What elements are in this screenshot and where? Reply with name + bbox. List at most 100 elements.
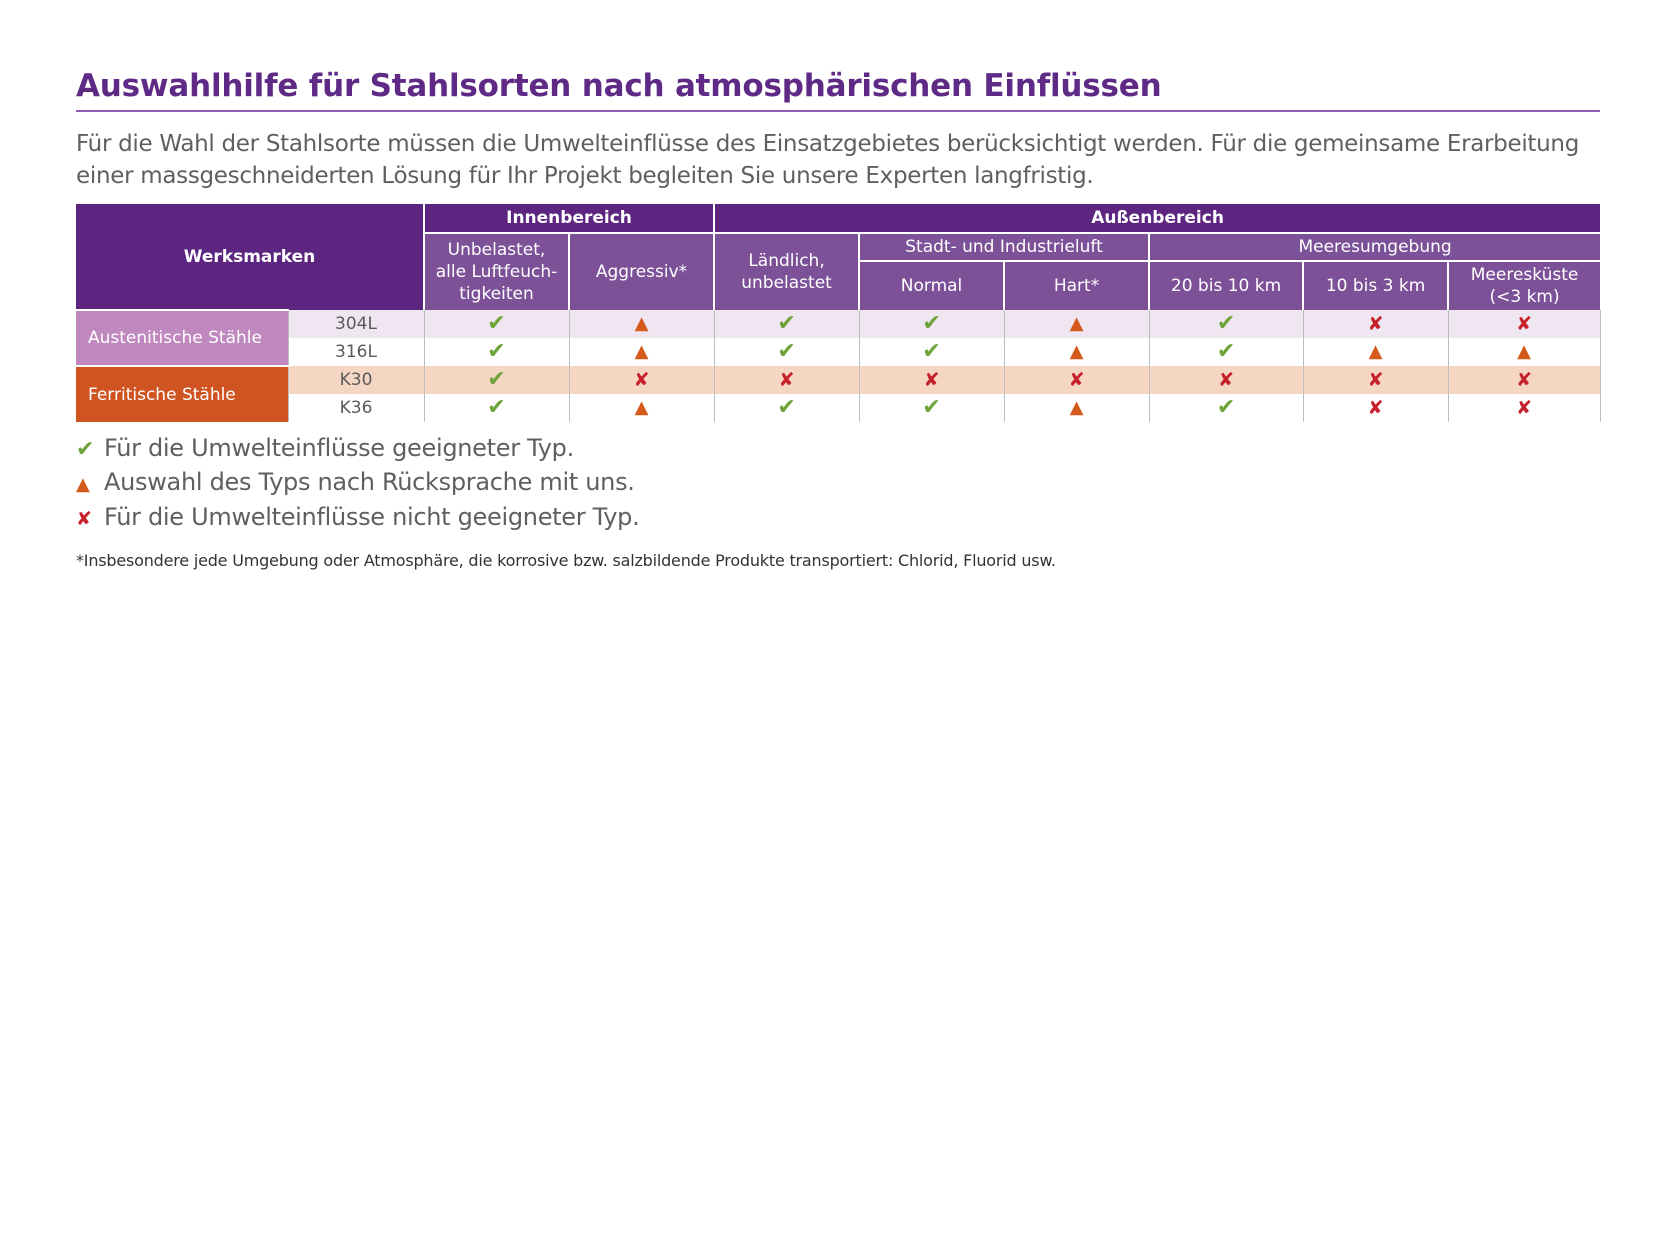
check-icon: ✔	[922, 338, 941, 364]
rating-cell: ✔	[858, 394, 1005, 422]
check-icon: ✔	[922, 394, 941, 420]
rating-cell: ✔	[423, 310, 570, 338]
rating-cell: ✘	[1447, 310, 1601, 338]
header-10-bis-3-km: 10 bis 3 km	[1302, 260, 1449, 310]
warning-triangle-icon: ▲	[634, 397, 649, 418]
check-icon: ✔	[76, 437, 95, 462]
cross-icon: ✘	[1516, 396, 1533, 419]
header-unbelastet-line2: alle Luftfeuch-	[435, 262, 558, 282]
warning-triangle-icon: ▲	[634, 313, 649, 334]
rating-cell: ✘	[1302, 366, 1449, 394]
cross-icon: ✘	[76, 508, 92, 530]
header-laendlich-line2: unbelastet	[741, 273, 832, 293]
header-aggressiv: Aggressiv*	[568, 232, 715, 310]
check-icon: ✔	[777, 310, 796, 336]
cross-icon: ✘	[923, 368, 940, 391]
header-hart: Hart*	[1003, 260, 1150, 310]
warning-triangle-icon: ▲	[1069, 397, 1084, 418]
rating-cell: ▲	[1003, 310, 1150, 338]
document-page: Auswahlhilfe für Stahlsorten nach atmosp…	[76, 66, 1601, 570]
rating-cell: ✔	[713, 338, 860, 366]
header-aussenbereich: Außenbereich	[713, 204, 1601, 233]
rating-cell: ✘	[1447, 366, 1601, 394]
rating-cell: ▲	[1302, 338, 1449, 366]
cross-icon: ✘	[1367, 312, 1384, 335]
rating-cell: ✘	[1148, 366, 1304, 394]
header-meeresumgebung: Meeresumgebung	[1148, 232, 1601, 261]
rating-cell: ✘	[1447, 394, 1601, 422]
table-row: K36 ✔ ▲ ✔ ✔ ▲ ✔ ✘ ✘	[76, 394, 1601, 422]
header-meereskueste-line1: Meeresküste	[1470, 265, 1579, 285]
cross-icon: ✘	[1367, 396, 1384, 419]
cross-icon: ✘	[1068, 368, 1085, 391]
cross-icon: ✘	[1367, 368, 1384, 391]
legend-row-suitable: ✔ Für die Umwelteinflüsse geeigneter Typ.	[76, 432, 1600, 466]
header-unbelastet: Unbelastet, alle Luftfeuch- tigkeiten	[423, 232, 570, 310]
rating-cell: ✔	[423, 338, 570, 366]
check-icon: ✔	[777, 394, 796, 420]
group-ferritic: Ferritische Stähle	[76, 365, 288, 422]
check-icon: ✔	[487, 310, 506, 336]
header-werksmarken: Werksmarken	[76, 204, 425, 310]
warning-triangle-icon: ▲	[1069, 341, 1084, 362]
rating-cell: ▲	[568, 310, 715, 338]
steel-selection-table: Werksmarken Innenbereich Außenbereich Un…	[76, 204, 1601, 422]
check-icon: ✔	[487, 394, 506, 420]
table-row: 316L ✔ ▲ ✔ ✔ ▲ ✔ ▲ ▲	[76, 338, 1601, 366]
rating-cell: ✘	[1003, 366, 1150, 394]
header-normal: Normal	[858, 260, 1005, 310]
warning-triangle-icon: ▲	[634, 341, 649, 362]
warning-triangle-icon: ▲	[1368, 341, 1383, 362]
header-20-bis-10-km: 20 bis 10 km	[1148, 260, 1304, 310]
cross-icon: ✘	[633, 368, 650, 391]
row-code: 304L	[287, 310, 425, 338]
page-title: Auswahlhilfe für Stahlsorten nach atmosp…	[76, 66, 1600, 112]
rating-cell: ▲	[1447, 338, 1601, 366]
cross-icon: ✘	[1218, 368, 1234, 391]
rating-cell: ✘	[713, 366, 860, 394]
header-unbelastet-line3: tigkeiten	[459, 284, 534, 304]
legend-text-consult: Auswahl des Typs nach Rücksprache mit un…	[104, 468, 635, 496]
header-unbelastet-line1: Unbelastet,	[447, 240, 546, 260]
check-icon: ✔	[777, 338, 796, 364]
row-code: 316L	[287, 338, 425, 366]
warning-triangle-icon: ▲	[1517, 341, 1531, 362]
rating-cell: ▲	[1003, 338, 1150, 366]
check-icon: ✔	[1216, 310, 1236, 336]
warning-triangle-icon: ▲	[1069, 313, 1084, 334]
legend-row-unsuitable: ✘ Für die Umwelteinflüsse nicht geeignete…	[76, 501, 1600, 535]
cross-icon: ✘	[1516, 368, 1533, 391]
check-icon: ✔	[922, 310, 941, 336]
rating-cell: ✔	[423, 366, 570, 394]
warning-triangle-icon: ▲	[76, 474, 90, 495]
rating-cell: ✘	[1302, 310, 1449, 338]
header-meereskueste-line2: (<3 km)	[1489, 287, 1560, 307]
header-innenbereich: Innenbereich	[423, 204, 715, 233]
rating-cell: ▲	[568, 394, 715, 422]
header-laendlich-line1: Ländlich,	[748, 251, 825, 271]
rating-cell: ✔	[423, 394, 570, 422]
rating-cell: ✔	[713, 310, 860, 338]
rating-cell: ✔	[858, 310, 1005, 338]
check-icon: ✔	[487, 338, 506, 364]
table-row: Ferritische Stähle K30 ✔ ✘ ✘ ✘ ✘ ✘ ✘ ✘	[76, 365, 1601, 422]
rating-cell: ✘	[1302, 394, 1449, 422]
rating-cell: ✔	[1148, 310, 1304, 338]
table-row: Austenitische Stähle 304L ✔ ▲ ✔ ✔ ▲ ✔ ✘ …	[76, 309, 1601, 366]
check-icon: ✔	[1216, 394, 1236, 420]
check-icon: ✔	[1216, 338, 1236, 364]
row-code: K30	[287, 366, 425, 394]
header-meereskueste: Meeresküste (<3 km)	[1447, 260, 1601, 310]
check-icon: ✔	[487, 366, 506, 392]
legend-text-unsuitable: Für die Umwelteinflüsse nicht geeigneter…	[104, 503, 640, 531]
rating-cell: ✘	[858, 366, 1005, 394]
legend: ✔ Für die Umwelteinflüsse geeigneter Typ.…	[76, 432, 1600, 535]
rating-cell: ▲	[1003, 394, 1150, 422]
rating-cell: ✔	[1148, 394, 1304, 422]
rating-cell: ✔	[713, 394, 860, 422]
header-laendlich: Ländlich, unbelastet	[713, 232, 860, 310]
intro-paragraph: Für die Wahl der Stahlsorte müssen die U…	[76, 131, 1579, 189]
legend-row-consult: ▲ Auswahl des Typs nach Rücksprache mit u…	[76, 466, 1600, 501]
rating-cell: ✘	[568, 366, 715, 394]
footnote: *Insbesondere jede Umgebung oder Atmosph…	[76, 551, 1056, 570]
